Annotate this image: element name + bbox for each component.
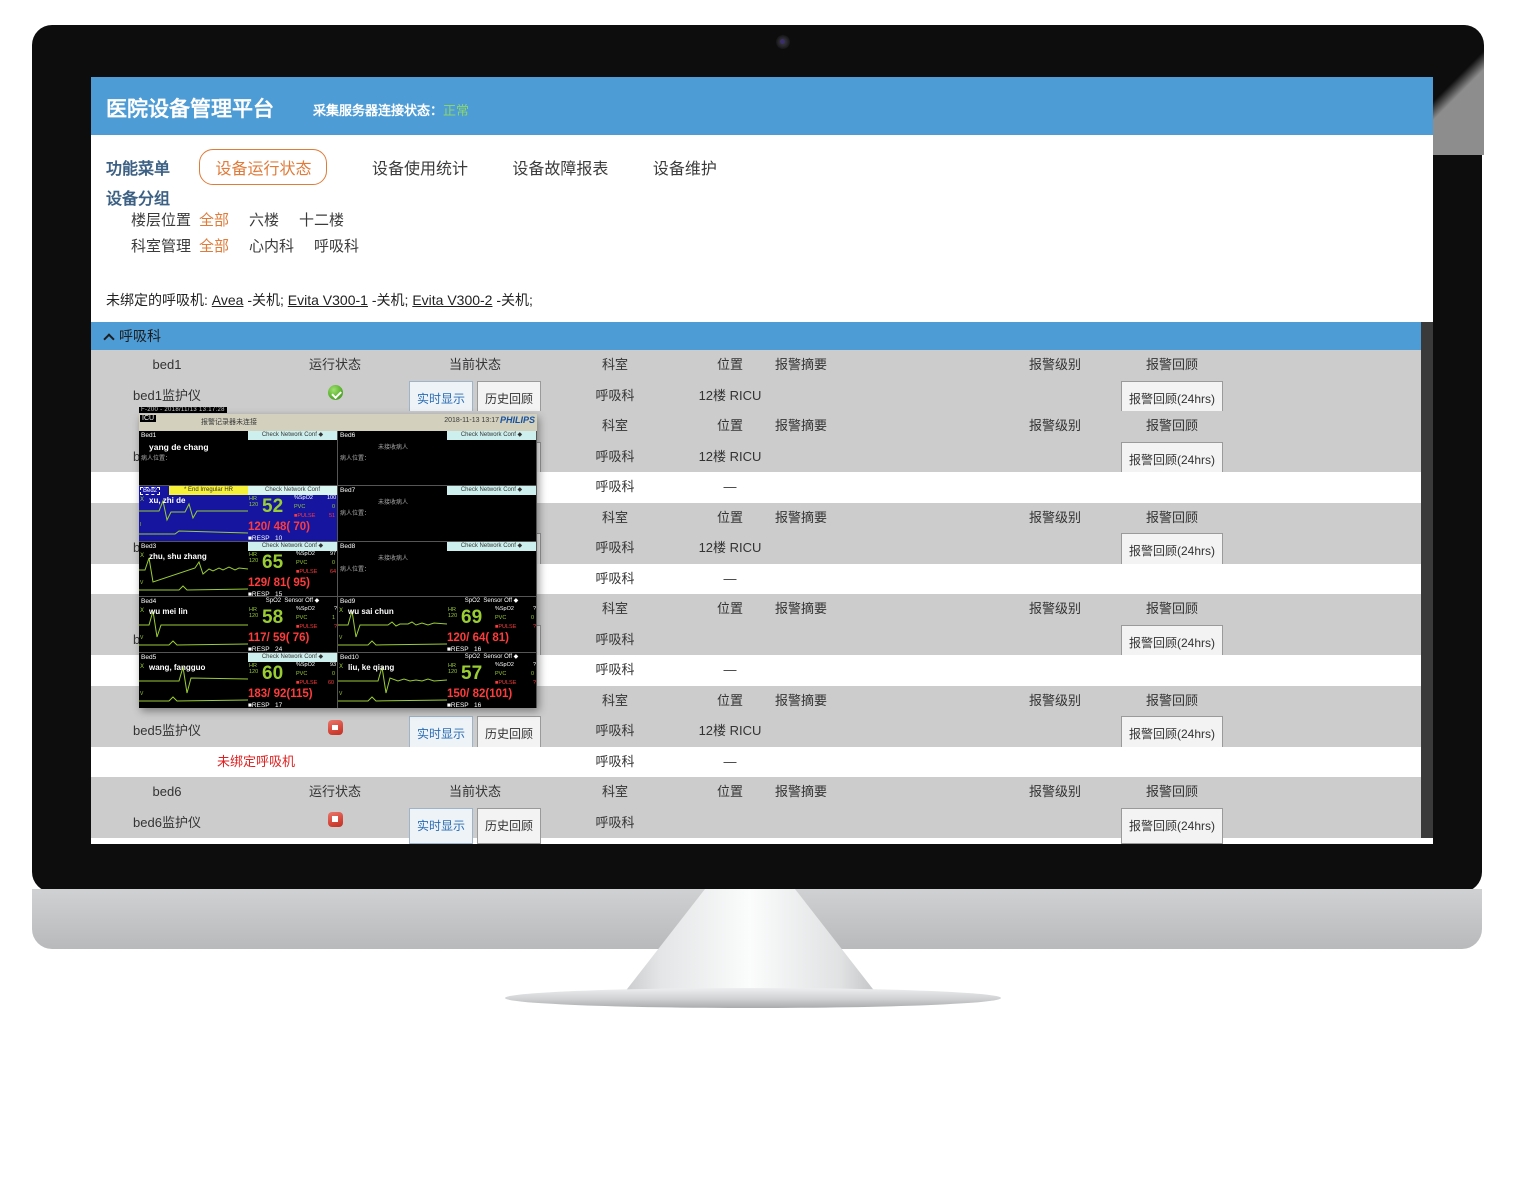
svg-text:I: I <box>140 522 141 528</box>
svg-text:V: V <box>140 635 144 641</box>
svg-text:V: V <box>140 580 144 586</box>
svg-text:V: V <box>339 635 343 641</box>
svg-text:V: V <box>339 691 343 697</box>
svg-text:V: V <box>140 691 144 697</box>
